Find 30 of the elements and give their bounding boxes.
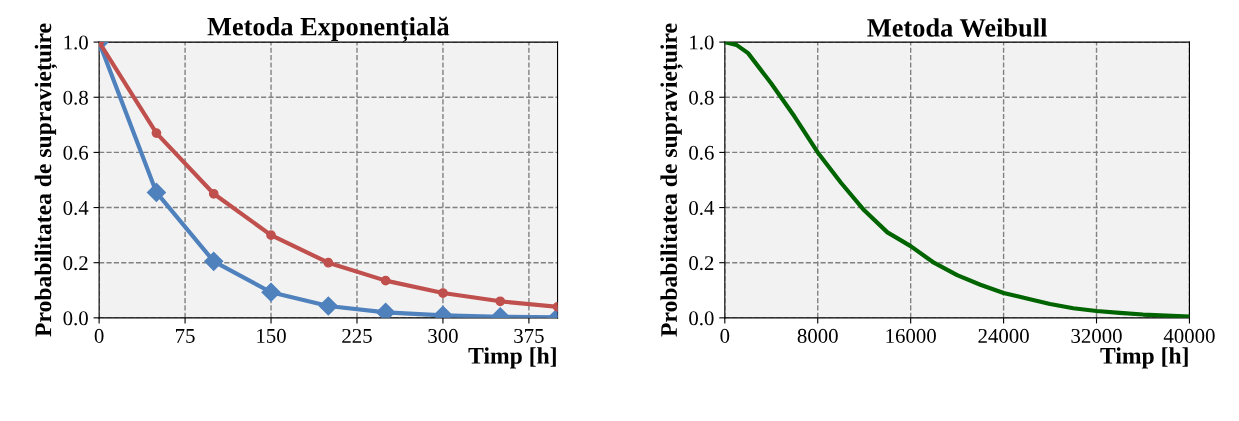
x-tick-label: 300: [428, 328, 458, 343]
y-tick-label: 0.0: [689, 311, 714, 326]
x-tick-label: 32000: [1071, 328, 1122, 343]
x-tick-label: 8000: [797, 328, 838, 343]
y-tick-label: 0.4: [689, 200, 715, 216]
chart-title: Metoda Weibull: [867, 18, 1047, 37]
y-tick-label: 0.6: [689, 145, 714, 160]
y-tick-label: 0.6: [63, 145, 89, 160]
x-tick-label: 375: [514, 328, 544, 343]
x-tick-label: 225: [342, 328, 372, 343]
y-tick-label: 1.0: [64, 35, 88, 50]
y-tick-label: 0.4: [63, 200, 89, 216]
y-tick-label: 0.0: [63, 311, 88, 326]
y-tick-label: 0.8: [689, 90, 714, 105]
x-axis-title: Timp [h]: [1100, 347, 1188, 369]
x-axis-title: Timp [h]: [468, 347, 556, 369]
y-tick-label: 0.2: [689, 256, 714, 271]
x-tick-label: 75: [176, 329, 195, 343]
x-tick-label: 0: [94, 328, 104, 343]
x-tick-label: 40000: [1163, 328, 1215, 343]
y-tick-label: 0.2: [63, 256, 88, 271]
y-axis-title: Probabilitatea de supraviețuire: [34, 23, 58, 337]
y-axis-title: Probabilitatea de supraviețuire: [660, 23, 683, 337]
x-tick-label: 0: [720, 328, 730, 343]
y-tick-label: 1.0: [690, 35, 714, 50]
x-tick-label: 150: [257, 328, 286, 343]
x-tick-label: 16000: [886, 328, 936, 343]
x-tick-label: 24000: [978, 328, 1029, 343]
chart-title: Metoda Exponențială: [207, 16, 450, 43]
y-tick-label: 0.8: [63, 90, 88, 105]
